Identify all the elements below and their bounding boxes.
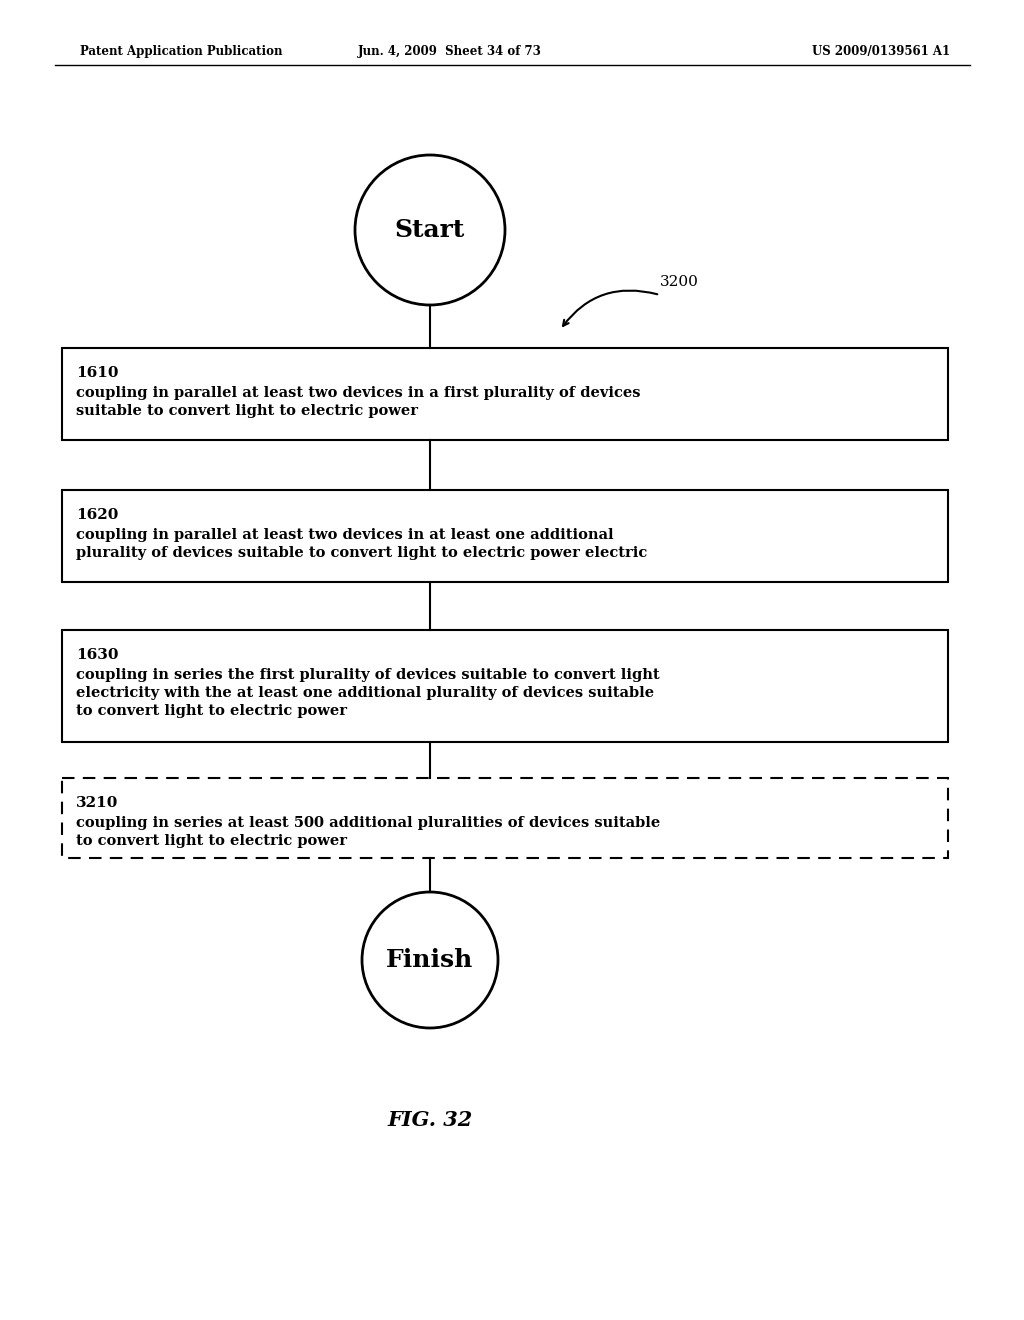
Text: to convert light to electric power: to convert light to electric power [76,704,347,718]
Text: Jun. 4, 2009  Sheet 34 of 73: Jun. 4, 2009 Sheet 34 of 73 [358,45,542,58]
Text: electricity with the at least one additional plurality of devices suitable: electricity with the at least one additi… [76,686,654,700]
Bar [62,630,948,742]
Text: 3210: 3210 [76,796,119,810]
Text: suitable to convert light to electric power: suitable to convert light to electric po… [76,404,418,418]
Text: Start: Start [395,218,465,242]
Bar [62,348,948,440]
Text: 1630: 1630 [76,648,119,663]
Text: to convert light to electric power: to convert light to electric power [76,834,347,847]
Text: plurality of devices suitable to convert light to electric power electric: plurality of devices suitable to convert… [76,546,647,560]
Text: 1620: 1620 [76,508,119,521]
Text: coupling in parallel at least two devices in a first plurality of devices: coupling in parallel at least two device… [76,385,640,400]
Text: coupling in parallel at least two devices in at least one additional: coupling in parallel at least two device… [76,528,613,543]
Text: Patent Application Publication: Patent Application Publication [80,45,283,58]
Text: FIG. 32: FIG. 32 [387,1110,473,1130]
Text: 1610: 1610 [76,366,119,380]
Text: US 2009/0139561 A1: US 2009/0139561 A1 [812,45,950,58]
Bar [62,777,948,858]
Bar [62,490,948,582]
Text: coupling in series at least 500 additional pluralities of devices suitable: coupling in series at least 500 addition… [76,816,660,830]
Text: coupling in series the first plurality of devices suitable to convert light: coupling in series the first plurality o… [76,668,659,682]
Text: Finish: Finish [386,948,474,972]
Text: 3200: 3200 [660,275,698,289]
